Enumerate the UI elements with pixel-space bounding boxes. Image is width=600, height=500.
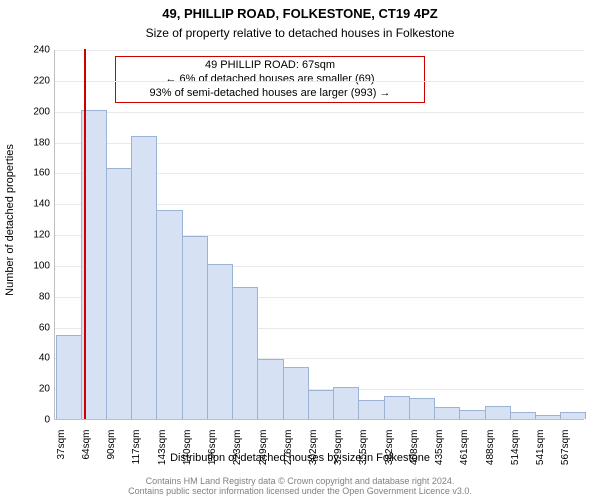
annotation-box: 49 PHILLIP ROAD: 67sqm ← 6% of detached …	[115, 56, 425, 103]
histogram-bar	[182, 236, 208, 419]
gridline	[55, 50, 584, 51]
y-tick-label: 60	[10, 322, 50, 333]
histogram-bar	[485, 406, 511, 419]
subject-marker-line	[84, 49, 86, 419]
y-tick-label: 100	[10, 260, 50, 271]
y-tick-label: 160	[10, 168, 50, 179]
x-tick-label: 329sqm	[333, 430, 344, 470]
y-tick-label: 40	[10, 353, 50, 364]
histogram-bar	[232, 287, 258, 419]
y-tick-label: 240	[10, 45, 50, 56]
histogram-bar	[131, 136, 157, 419]
x-tick-label: 37sqm	[56, 430, 67, 470]
y-axis-label: Number of detached properties	[2, 0, 18, 440]
histogram-bar	[434, 407, 460, 419]
gridline	[55, 81, 584, 82]
x-tick-label: 382sqm	[384, 430, 395, 470]
y-tick-label: 120	[10, 230, 50, 241]
y-tick-label: 220	[10, 75, 50, 86]
histogram-bar	[560, 412, 586, 419]
x-tick-label: 408sqm	[409, 430, 420, 470]
x-tick-label: 90sqm	[106, 430, 117, 470]
histogram-bar	[106, 168, 132, 419]
gridline	[55, 112, 584, 113]
y-tick-label: 0	[10, 415, 50, 426]
x-tick-label: 64sqm	[81, 430, 92, 470]
x-tick-label: 249sqm	[258, 430, 269, 470]
x-tick-label: 488sqm	[485, 430, 496, 470]
y-tick-label: 180	[10, 137, 50, 148]
y-tick-label: 200	[10, 106, 50, 117]
footnote: Contains HM Land Registry data © Crown c…	[0, 476, 600, 496]
histogram-bar	[358, 400, 384, 420]
x-tick-label: 170sqm	[182, 430, 193, 470]
histogram-bar	[510, 412, 536, 419]
histogram-bar	[308, 390, 334, 419]
histogram-bar	[156, 210, 182, 419]
histogram-bar	[56, 335, 82, 419]
histogram-bar	[384, 396, 410, 419]
y-tick-label: 140	[10, 199, 50, 210]
histogram-bar	[409, 398, 435, 419]
x-tick-label: 567sqm	[560, 430, 571, 470]
y-tick-label: 20	[10, 384, 50, 395]
annotation-line1: 49 PHILLIP ROAD: 67sqm	[122, 59, 418, 73]
histogram-bar	[333, 387, 359, 419]
x-tick-label: 276sqm	[283, 430, 294, 470]
x-tick-label: 461sqm	[459, 430, 470, 470]
chart-title-line2: Size of property relative to detached ho…	[0, 26, 600, 40]
x-tick-label: 435sqm	[434, 430, 445, 470]
histogram-bar	[535, 415, 561, 419]
x-tick-label: 143sqm	[157, 430, 168, 470]
x-tick-label: 117sqm	[131, 430, 142, 470]
plot-area: 49 PHILLIP ROAD: 67sqm ← 6% of detached …	[54, 50, 584, 420]
histogram-bar	[283, 367, 309, 419]
y-tick-label: 80	[10, 291, 50, 302]
x-tick-label: 302sqm	[308, 430, 319, 470]
x-tick-label: 514sqm	[510, 430, 521, 470]
histogram-bar	[207, 264, 233, 419]
chart-title-line1: 49, PHILLIP ROAD, FOLKESTONE, CT19 4PZ	[0, 6, 600, 21]
histogram-bar	[459, 410, 485, 419]
chart-container: 49, PHILLIP ROAD, FOLKESTONE, CT19 4PZ S…	[0, 0, 600, 500]
annotation-line2: ← 6% of detached houses are smaller (69)	[122, 73, 418, 87]
x-tick-label: 355sqm	[358, 430, 369, 470]
x-tick-label: 196sqm	[207, 430, 218, 470]
histogram-bar	[257, 359, 283, 419]
x-tick-label: 223sqm	[232, 430, 243, 470]
x-tick-label: 541sqm	[535, 430, 546, 470]
annotation-line3: 93% of semi-detached houses are larger (…	[122, 87, 418, 101]
